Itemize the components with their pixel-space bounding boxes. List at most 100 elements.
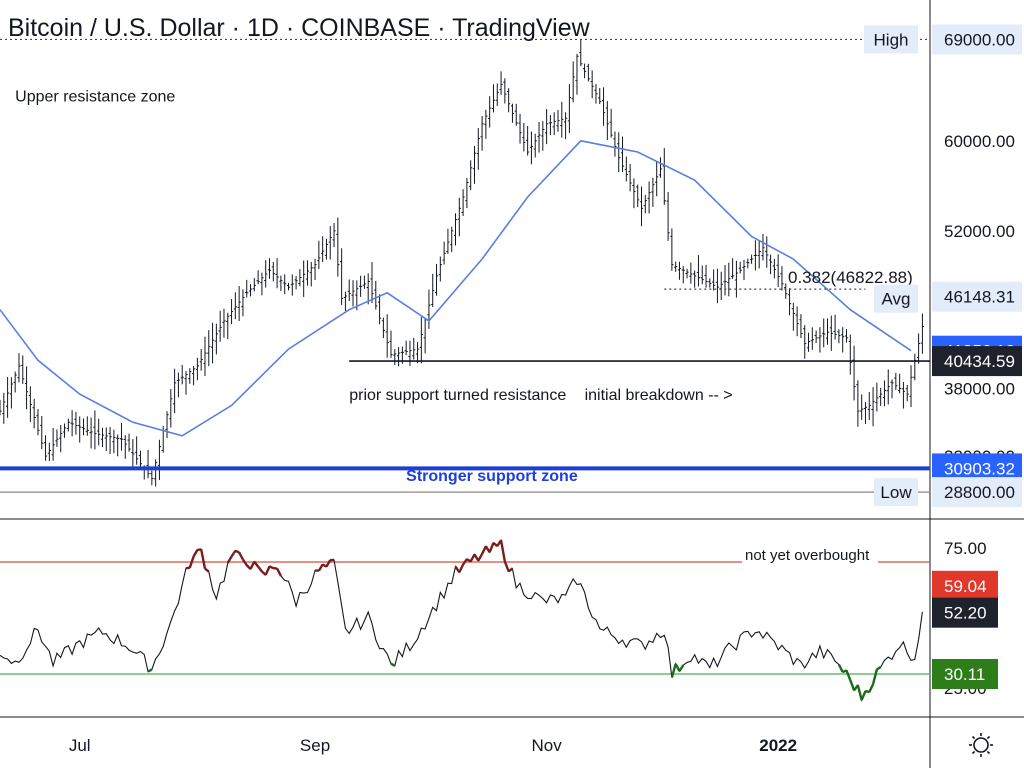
rsi-highlight <box>679 665 683 671</box>
candle <box>90 418 93 449</box>
candle <box>849 335 852 375</box>
candle <box>272 262 275 281</box>
candle <box>86 416 89 435</box>
candle <box>283 274 286 294</box>
candle <box>697 255 700 286</box>
candle <box>636 185 639 208</box>
rsi-highlight <box>270 566 274 568</box>
candle <box>852 346 855 401</box>
candle <box>773 259 776 279</box>
rsi-highlight <box>478 554 482 561</box>
candle <box>815 331 818 343</box>
candle <box>663 148 666 205</box>
candle <box>14 372 17 393</box>
candle <box>629 164 632 191</box>
candle <box>674 262 677 272</box>
candle <box>317 241 320 269</box>
candle <box>412 338 415 360</box>
rsi-tag-oversold: 30.11 <box>944 665 985 684</box>
candle <box>25 366 28 409</box>
candle <box>575 54 578 95</box>
candle <box>245 280 248 298</box>
candle <box>207 330 210 366</box>
candle <box>587 64 590 82</box>
price-tag-low: 28800.00 <box>944 483 1015 502</box>
candle <box>359 276 362 297</box>
candle <box>712 269 715 290</box>
candle <box>469 160 472 190</box>
candle <box>735 261 738 298</box>
candle <box>340 248 343 305</box>
candle <box>818 327 821 352</box>
candle <box>883 380 886 406</box>
candle <box>351 280 354 306</box>
candle <box>518 114 521 144</box>
candle <box>21 355 24 383</box>
rsi-highlight <box>232 551 236 557</box>
candle <box>708 278 711 287</box>
candle <box>913 354 916 381</box>
candle <box>685 269 688 279</box>
candle <box>921 314 924 354</box>
candle <box>792 303 795 331</box>
candle <box>902 382 905 409</box>
candle <box>689 262 692 283</box>
rsi-highlight <box>873 669 877 684</box>
candle <box>796 306 799 336</box>
candle <box>313 259 316 280</box>
candle <box>105 427 108 451</box>
candle <box>750 255 753 264</box>
candle <box>287 283 290 291</box>
candle <box>116 434 119 456</box>
candle <box>257 270 260 284</box>
candle <box>556 110 559 132</box>
candle <box>302 261 305 297</box>
rsi-line <box>0 540 922 700</box>
rsi-highlight <box>850 680 854 690</box>
candle <box>294 276 297 289</box>
rsi-highlight <box>266 566 270 574</box>
candle <box>276 258 279 288</box>
candle <box>594 84 597 104</box>
candle <box>553 112 556 135</box>
candle <box>462 189 465 216</box>
candle <box>564 112 567 139</box>
candle <box>499 71 502 95</box>
candle <box>420 317 423 363</box>
price-tag-avg: 46148.31 <box>944 288 1015 307</box>
candle <box>291 274 294 295</box>
time-tick-label: 2022 <box>759 736 797 755</box>
candle <box>682 266 685 283</box>
rsi-highlight <box>391 664 395 666</box>
candle <box>568 84 571 133</box>
candle <box>192 366 195 385</box>
candle <box>723 265 726 295</box>
candle <box>446 229 449 254</box>
candle <box>40 416 43 449</box>
candle <box>909 365 912 407</box>
candle <box>917 333 920 363</box>
candle <box>367 273 370 304</box>
candle <box>321 236 324 262</box>
candle <box>906 385 909 401</box>
rsi-highlight <box>501 540 505 561</box>
candle <box>530 132 533 165</box>
gear-icon[interactable] <box>969 733 993 757</box>
candle <box>63 424 66 438</box>
price-axis: 69000.0060000.0052000.0046148.3138000.00… <box>932 24 1022 698</box>
candle <box>424 318 427 354</box>
time-tick-label: Sep <box>300 736 330 755</box>
annotation-3: Stronger support zone <box>406 468 578 485</box>
candle <box>0 400 2 415</box>
price-tick-label: 52000.00 <box>944 222 1015 241</box>
candle <box>644 195 647 213</box>
level-label-low: Low <box>880 483 912 502</box>
candle <box>59 425 62 452</box>
candle <box>139 451 142 467</box>
candle <box>515 104 518 126</box>
candle <box>397 347 400 366</box>
candle <box>826 318 829 344</box>
